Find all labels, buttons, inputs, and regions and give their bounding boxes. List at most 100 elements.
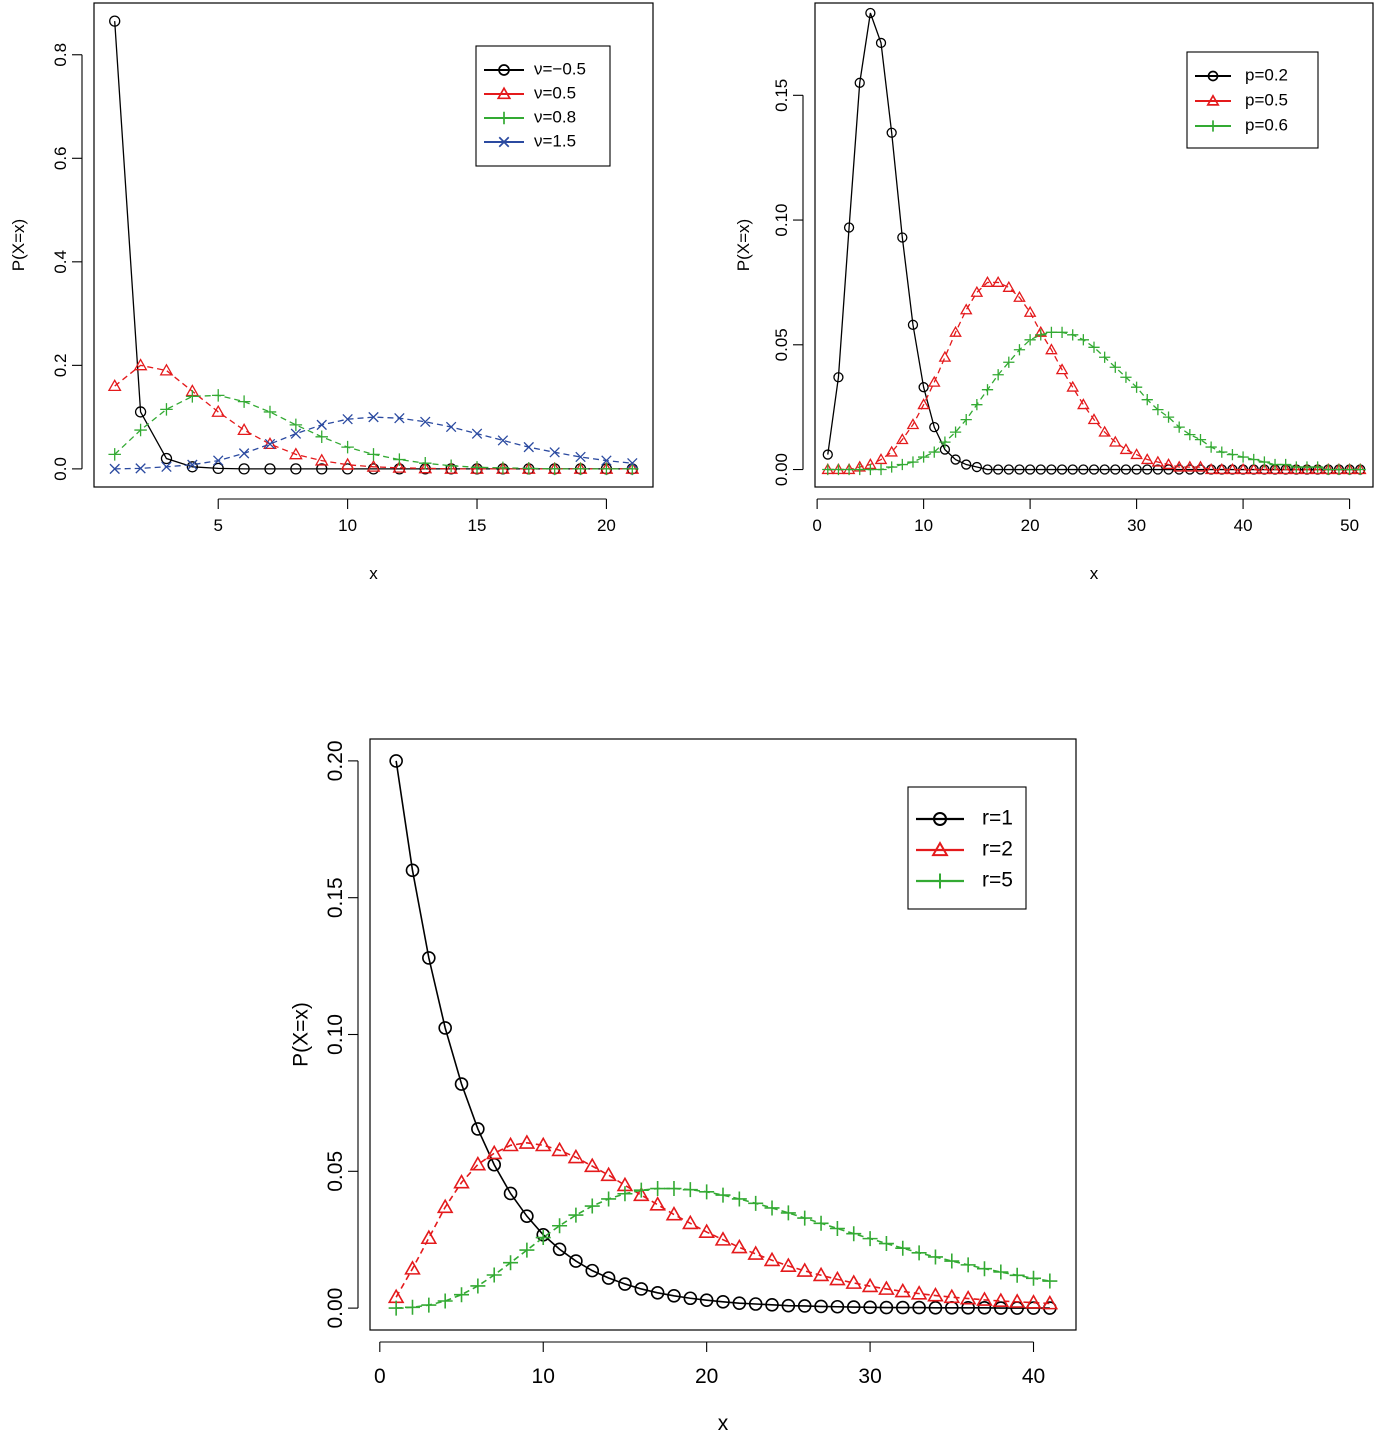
data-point <box>971 461 983 473</box>
data-point <box>797 1299 812 1313</box>
data-point <box>626 462 639 476</box>
y-tick-label: 0.15 <box>772 79 791 112</box>
data-point <box>1042 1273 1058 1289</box>
data-point <box>822 463 834 476</box>
data-point <box>917 451 930 463</box>
data-point <box>600 462 613 476</box>
legend-item: p=0.2 <box>1195 65 1288 84</box>
legend-marker <box>497 111 511 125</box>
data-point <box>211 389 225 402</box>
data-point <box>315 430 328 444</box>
chart-3: 0 10 20 30 40x0.000.050.100.150.20P(X=x)r=1r… <box>289 738 1077 1435</box>
x-axis: 0 10 20 30 40 <box>374 1341 1045 1388</box>
data-point <box>418 461 433 474</box>
data-point <box>1237 451 1249 463</box>
data-point <box>109 463 120 475</box>
data-point <box>910 1285 928 1300</box>
data-point <box>939 436 951 448</box>
data-point <box>666 1181 682 1197</box>
y-axis: 0.00 0.05 0.10 0.15 0.20 <box>324 740 359 1329</box>
data-point <box>1066 380 1079 392</box>
legend-label: ν=0.5 <box>534 83 576 102</box>
legend-marker <box>933 812 947 826</box>
data-point <box>763 1251 781 1267</box>
data-point <box>601 1271 616 1285</box>
x-axis: 0 10 20 30 40 50 <box>812 498 1359 535</box>
data-point <box>1194 460 1207 472</box>
data-point <box>1109 435 1122 447</box>
data-point <box>444 461 459 474</box>
series-4 <box>109 411 638 475</box>
data-point <box>420 416 431 427</box>
data-point <box>404 1299 420 1315</box>
data-point <box>519 1242 535 1258</box>
data-point <box>961 459 972 470</box>
data-point <box>485 1144 503 1160</box>
data-point <box>134 406 147 418</box>
legend-item: ν=−0.5 <box>484 59 586 78</box>
data-point <box>1247 463 1261 475</box>
data-point <box>832 463 845 476</box>
data-point <box>854 77 865 88</box>
legend-item: ν=0.5 <box>484 83 576 102</box>
data-point <box>368 411 379 423</box>
data-point <box>314 453 329 466</box>
legend-marker <box>1206 94 1220 106</box>
data-point <box>906 418 920 430</box>
data-point <box>928 446 940 458</box>
series-2 <box>107 358 640 474</box>
data-point <box>404 1260 421 1275</box>
data-point <box>601 1191 617 1207</box>
data-point <box>650 1181 666 1197</box>
data-point <box>1024 464 1036 475</box>
data-point <box>1269 458 1281 471</box>
legend-label: r=5 <box>982 869 1013 892</box>
data-point <box>1056 326 1068 338</box>
data-point <box>444 459 458 473</box>
data-point <box>1120 464 1132 475</box>
data-point <box>551 1141 568 1157</box>
data-point <box>1120 371 1132 383</box>
series-3 <box>388 1181 1058 1316</box>
data-point <box>917 398 930 410</box>
x-axis-label: x <box>1090 564 1099 583</box>
data-point <box>929 421 940 433</box>
data-point <box>918 382 929 393</box>
data-point <box>665 1206 683 1221</box>
data-point <box>977 1301 992 1315</box>
data-point <box>833 372 844 383</box>
data-point <box>698 1223 715 1239</box>
data-point <box>470 461 484 474</box>
data-point <box>634 1282 649 1296</box>
data-point <box>1046 464 1057 475</box>
data-point <box>523 441 534 453</box>
legend-label: r=2 <box>982 838 1013 861</box>
y-tick-label: 0.05 <box>772 328 791 361</box>
data-point <box>797 1210 813 1226</box>
data-point <box>1279 463 1292 475</box>
data-point <box>388 1300 404 1316</box>
chart-2: 0 10 20 30 40 50x0.000.050.100.15P(X=x)p=0.2p… <box>734 2 1374 583</box>
data-point <box>950 454 961 465</box>
data-point <box>1009 1267 1025 1283</box>
data-point <box>895 1240 911 1256</box>
data-point <box>454 1287 470 1303</box>
data-point <box>1099 351 1111 363</box>
data-point <box>289 418 303 432</box>
data-point <box>340 457 355 470</box>
data-point <box>716 1295 730 1309</box>
data-point <box>907 456 919 468</box>
data-point <box>1343 463 1356 476</box>
data-point <box>765 1298 779 1312</box>
data-point <box>186 461 198 473</box>
data-point <box>186 390 199 403</box>
data-point <box>518 1134 536 1149</box>
data-point <box>633 1182 649 1198</box>
x-tick-label: 5 <box>213 516 222 535</box>
data-point <box>288 447 303 460</box>
series-line <box>114 364 633 470</box>
y-tick-label: 0.15 <box>324 877 347 918</box>
legend-box <box>1186 51 1319 149</box>
data-point <box>1003 464 1014 475</box>
data-point <box>486 1267 502 1283</box>
